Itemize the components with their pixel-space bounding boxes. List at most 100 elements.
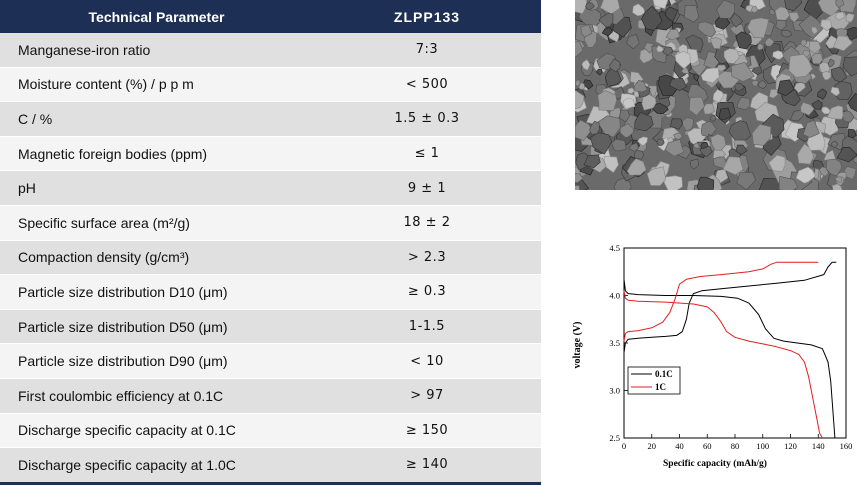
x-axis-label: Specific capacity (mAh/g) <box>663 458 767 469</box>
sem-particle <box>703 104 714 114</box>
sem-particles <box>575 0 857 190</box>
sem-particle <box>831 87 840 96</box>
table-row: First coulombic efficiency at 0.1C > 97 <box>0 378 541 413</box>
param-cell: Discharge specific capacity at 1.0C <box>0 448 313 484</box>
sem-particle <box>682 117 693 130</box>
param-cell: Discharge specific capacity at 0.1C <box>0 413 313 448</box>
sem-particle <box>758 80 767 88</box>
y-tick-label: 2.5 <box>609 433 620 443</box>
header-model: ZLPP133 <box>313 0 541 33</box>
value-cell: 7:3 <box>313 33 541 67</box>
legend: 0.1C 1C <box>628 367 680 394</box>
sem-particle <box>664 176 683 190</box>
sem-particle <box>627 34 640 49</box>
sem-particle <box>611 139 626 151</box>
table-header-row: Technical Parameter ZLPP133 <box>0 0 541 33</box>
value-cell: 9 ± 1 <box>313 171 541 206</box>
value-cell: ≥ 0.3 <box>313 275 541 310</box>
param-cell: Magnetic foreign bodies (ppm) <box>0 136 313 171</box>
param-cell: First coulombic efficiency at 0.1C <box>0 378 313 413</box>
sem-particle <box>575 186 580 190</box>
sem-particle <box>769 89 777 98</box>
value-cell: ≤ 1 <box>313 136 541 171</box>
sem-particle <box>628 88 635 94</box>
header-technical-parameter: Technical Parameter <box>0 0 313 33</box>
value-cell: ≥ 140 <box>313 448 541 484</box>
value-cell: 1-1.5 <box>313 309 541 344</box>
sem-particle <box>817 89 826 100</box>
sem-micrograph <box>575 0 857 190</box>
sem-particle <box>752 81 759 87</box>
sem-particle <box>737 97 750 110</box>
sem-particle <box>710 116 716 122</box>
sem-particle <box>827 106 843 120</box>
table-row: Discharge specific capacity at 1.0C ≥ 14… <box>0 448 541 484</box>
value-cell: ≥ 150 <box>313 413 541 448</box>
table-row: pH 9 ± 1 <box>0 171 541 206</box>
param-cell: Particle size distribution D50 (μm) <box>0 309 313 344</box>
sem-particle <box>781 30 791 37</box>
param-cell: Compaction density (g/cm³) <box>0 240 313 275</box>
table-row: Magnetic foreign bodies (ppm) ≤ 1 <box>0 136 541 171</box>
param-cell: Particle size distribution D10 (μm) <box>0 275 313 310</box>
x-tick-label: 160 <box>840 441 853 451</box>
x-tick-label: 140 <box>812 441 825 451</box>
param-cell: Moisture content (%) / p p m <box>0 67 313 102</box>
param-cell: pH <box>0 171 313 206</box>
series-0.1C-discharge-line <box>624 279 835 438</box>
sem-particle <box>690 159 698 169</box>
sem-particle <box>689 97 704 115</box>
x-tick-label: 0 <box>622 441 626 451</box>
sem-particle <box>604 157 618 173</box>
table-row: C / % 1.5 ± 0.3 <box>0 102 541 137</box>
series-lines <box>624 262 836 438</box>
sem-particle <box>710 38 721 49</box>
sem-particle <box>698 22 716 38</box>
sem-particle <box>717 0 735 18</box>
table-row: Specific surface area (m²/g) 18 ± 2 <box>0 205 541 240</box>
y-tick-label: 3.0 <box>609 386 620 396</box>
sem-particle <box>579 83 585 90</box>
value-cell: > 97 <box>313 378 541 413</box>
sem-particle <box>737 172 756 190</box>
value-cell: 1.5 ± 0.3 <box>313 102 541 137</box>
x-tick-label: 40 <box>675 441 684 451</box>
sem-particle <box>758 44 764 50</box>
x-tick-label: 80 <box>731 441 740 451</box>
param-cell: Particle size distribution D90 (μm) <box>0 344 313 379</box>
table-row: Moisture content (%) / p p m < 500 <box>0 67 541 102</box>
param-cell: Manganese-iron ratio <box>0 33 313 67</box>
table-row: Discharge specific capacity at 0.1C ≥ 15… <box>0 413 541 448</box>
y-axis-label: voltage (V) <box>572 322 583 369</box>
legend-label-0.1C: 0.1C <box>655 369 673 379</box>
sem-particle <box>843 57 857 76</box>
sem-particle <box>697 177 714 190</box>
plot-border <box>624 248 846 438</box>
legend-label-1C: 1C <box>655 382 666 392</box>
value-cell: < 10 <box>313 344 541 379</box>
x-tick-label: 20 <box>648 441 657 451</box>
param-cell: C / % <box>0 102 313 137</box>
sem-particle <box>684 5 699 22</box>
series-1C-discharge-line <box>624 291 822 438</box>
x-tick-label: 60 <box>703 441 712 451</box>
value-cell: 18 ± 2 <box>313 205 541 240</box>
sem-particle <box>776 20 786 30</box>
sem-particle <box>812 54 823 64</box>
series-0.1C-charge-line <box>624 262 836 352</box>
param-cell: Specific surface area (m²/g) <box>0 205 313 240</box>
sem-particle <box>623 98 635 109</box>
sem-particle <box>674 133 683 139</box>
spec-table: Technical Parameter ZLPP133 Manganese-ir… <box>0 0 541 485</box>
sem-particle <box>633 4 645 16</box>
plot-frame <box>624 248 846 438</box>
sem-particle <box>822 72 831 80</box>
x-tick-label: 120 <box>784 441 797 451</box>
sem-particle <box>846 14 854 23</box>
table-row: Manganese-iron ratio 7:3 <box>0 33 541 67</box>
table-row: Particle size distribution D50 (μm) 1-1.… <box>0 309 541 344</box>
sem-particle <box>647 167 666 186</box>
table-row: Compaction density (g/cm³) > 2.3 <box>0 240 541 275</box>
x-tick-label: 100 <box>756 441 769 451</box>
